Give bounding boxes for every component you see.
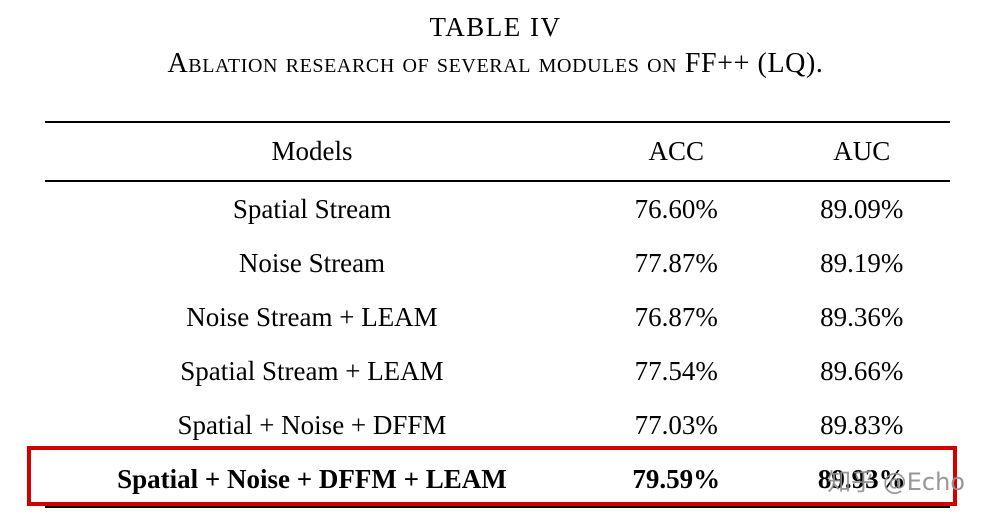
model-cell: Noise Stream + LEAM [186,301,438,332]
column-header-models: Models [271,136,353,166]
table-row: Noise Stream 77.87% 89.19% [45,236,950,290]
acc-cell: 76.60% [634,193,718,224]
acc-cell: 79.59% [632,463,721,494]
column-header-acc: ACC [648,136,704,166]
acc-cell: 77.03% [634,409,718,440]
model-cell: Spatial + Noise + DFFM [177,409,447,440]
auc-cell: 89.66% [820,355,904,386]
acc-cell: 77.87% [634,247,718,278]
auc-cell: 89.36% [820,301,904,332]
model-cell: Spatial + Noise + DFFM + LEAM [117,463,507,494]
auc-cell: 89.09% [820,193,904,224]
auc-cell: 89.83% [820,409,904,440]
table-row: Noise Stream + LEAM 76.87% 89.36% [45,290,950,344]
table-row-highlighted: Spatial + Noise + DFFM + LEAM 79.59% 89.… [45,452,950,506]
acc-cell: 77.54% [634,355,718,386]
ablation-table: Models ACC AUC Spatial Stream 76.60% 89.… [45,121,950,508]
acc-cell: 76.87% [634,301,718,332]
table-header-row: Models ACC AUC [45,123,950,182]
table-caption-block: TABLE IV Ablation research of several mo… [0,12,991,80]
table-row: Spatial + Noise + DFFM 77.03% 89.83% [45,398,950,452]
auc-cell: 89.19% [820,247,904,278]
table-row: Spatial Stream 76.60% 89.09% [45,182,950,236]
watermark: 知乎 @Echo [827,468,965,496]
table-row: Spatial Stream + LEAM 77.54% 89.66% [45,344,950,398]
model-cell: Spatial Stream [232,193,392,224]
auc-cell: 89.93% [817,463,906,494]
model-cell: Spatial Stream + LEAM [180,355,444,386]
model-cell: Noise Stream [238,247,386,278]
column-header-auc: AUC [833,136,891,166]
table-caption-title: Ablation research of several modules on … [167,48,824,79]
table-caption-number: TABLE IV [429,12,562,42]
